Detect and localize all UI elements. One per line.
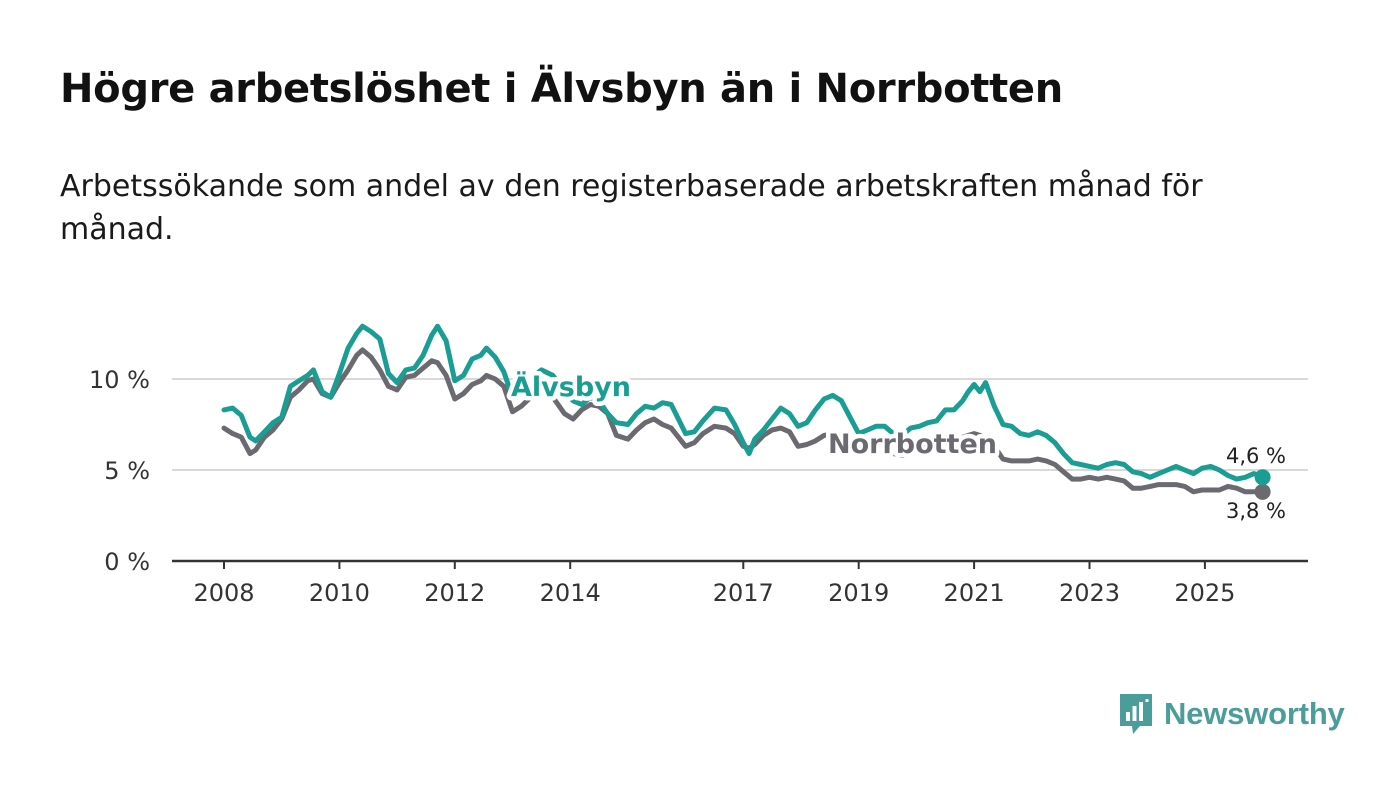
series-label-norrbotten: Norrbotten	[828, 429, 997, 460]
series-end-dot-norrbotten	[1254, 483, 1271, 500]
x-tick-label: 2014	[540, 579, 601, 607]
axis-layer: 0 % 5 % 10 % 2008 2010 2012 2014 2017 2019 2021 20…	[89, 366, 1308, 607]
end-label-norrbotten: 3,8 %	[1226, 499, 1286, 523]
y-tick-label: 5 %	[104, 457, 150, 485]
chart-title: Högre arbetslöshet i Älvsbyn än i Norrbo…	[60, 66, 1063, 112]
series-label-alvsbyn: Älvsbyn	[511, 371, 631, 403]
x-tick-label: 2023	[1059, 579, 1120, 607]
x-tick-label: 2010	[309, 579, 370, 607]
newsworthy-logo: Newsworthy	[1118, 690, 1358, 738]
x-tick-label: 2012	[424, 579, 485, 607]
x-tick-label: 2021	[944, 579, 1005, 607]
label-layer: Älvsbyn Norrbotten 4,6 % 3,8 %	[507, 367, 1287, 524]
chart-subtitle: Arbetssökande som andel av den registerb…	[60, 169, 1203, 247]
grid-layer	[172, 378, 1308, 471]
bar-chart-bubble-icon	[1120, 694, 1152, 734]
y-tick-label: 0 %	[104, 548, 150, 576]
y-tick-label: 10 %	[89, 366, 150, 394]
series-layer	[221, 323, 1271, 500]
x-tick-label: 2019	[828, 579, 889, 607]
end-label-alvsbyn: 4,6 %	[1226, 444, 1286, 468]
series-end-dot-alvsbyn	[1254, 469, 1271, 486]
x-tick-label: 2017	[713, 579, 774, 607]
series-line-alvsbyn	[221, 323, 1266, 482]
x-tick-label: 2008	[193, 579, 254, 607]
x-tick-label: 2025	[1174, 579, 1235, 607]
brand-name: Newsworthy	[1164, 696, 1345, 731]
